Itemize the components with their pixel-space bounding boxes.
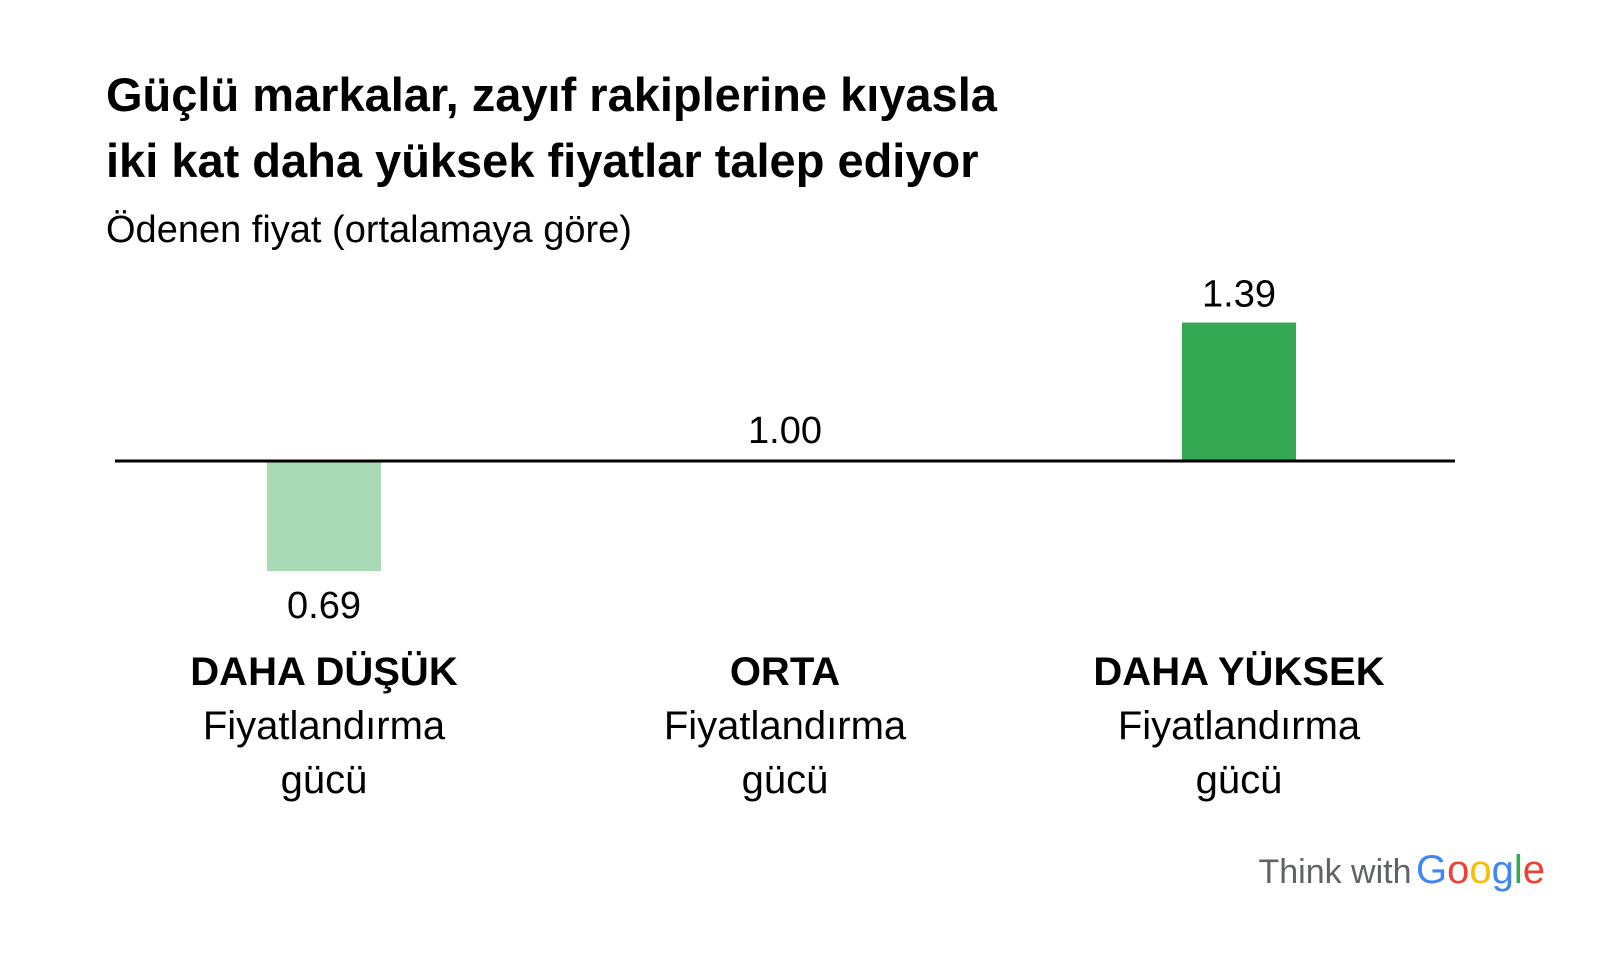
- category-name-middle: ORTA: [729, 650, 841, 694]
- category-label-higher: DAHA YÜKSEK Fiyatlandırma gücü: [1019, 645, 1459, 807]
- category-sublabel-lower-2: gücü: [280, 758, 368, 802]
- category-label-lower: DAHA DÜŞÜK Fiyatlandırma gücü: [104, 645, 544, 807]
- category-sublabel-middle-2: gücü: [741, 758, 829, 802]
- chart-subtitle: Ödenen fiyat (ortalamaya göre): [106, 209, 632, 251]
- bar-1: [267, 461, 381, 572]
- bar-3: [1182, 322, 1296, 461]
- brand-prefix: Think with: [1258, 853, 1412, 891]
- google-letter: G: [1415, 848, 1448, 892]
- category-sublabel-middle-1: Fiyatlandırma: [663, 704, 907, 748]
- google-wordmark: Google: [1416, 848, 1545, 892]
- value-label-2: 1.00: [748, 410, 822, 452]
- category-sublabel-higher-2: gücü: [1195, 758, 1283, 802]
- chart-title-line-1: Güçlü markalar, zayıf rakiplerine kıyasl…: [106, 68, 997, 121]
- chart-title-line-2: iki kat daha yüksek fiyatlar talep ediyo…: [106, 134, 979, 187]
- think-with-google-logo: Think with Google: [1258, 848, 1545, 893]
- google-letter: e: [1522, 848, 1545, 892]
- chart-title: Güçlü markalar, zayıf rakiplerine kıyasl…: [106, 62, 1306, 194]
- google-letter: g: [1491, 848, 1514, 892]
- value-label-3: 1.39: [1202, 274, 1276, 316]
- category-sublabel-lower-1: Fiyatlandırma: [202, 704, 446, 748]
- category-name-higher: DAHA YÜKSEK: [1093, 650, 1385, 694]
- value-label-1: 0.69: [287, 585, 361, 627]
- category-label-middle: ORTA Fiyatlandırma gücü: [565, 645, 1005, 807]
- google-letter: l: [1513, 848, 1523, 892]
- google-letter: o: [1447, 848, 1470, 892]
- category-name-lower: DAHA DÜŞÜK: [190, 650, 458, 694]
- google-letter: o: [1469, 848, 1492, 892]
- category-sublabel-higher-1: Fiyatlandırma: [1117, 704, 1361, 748]
